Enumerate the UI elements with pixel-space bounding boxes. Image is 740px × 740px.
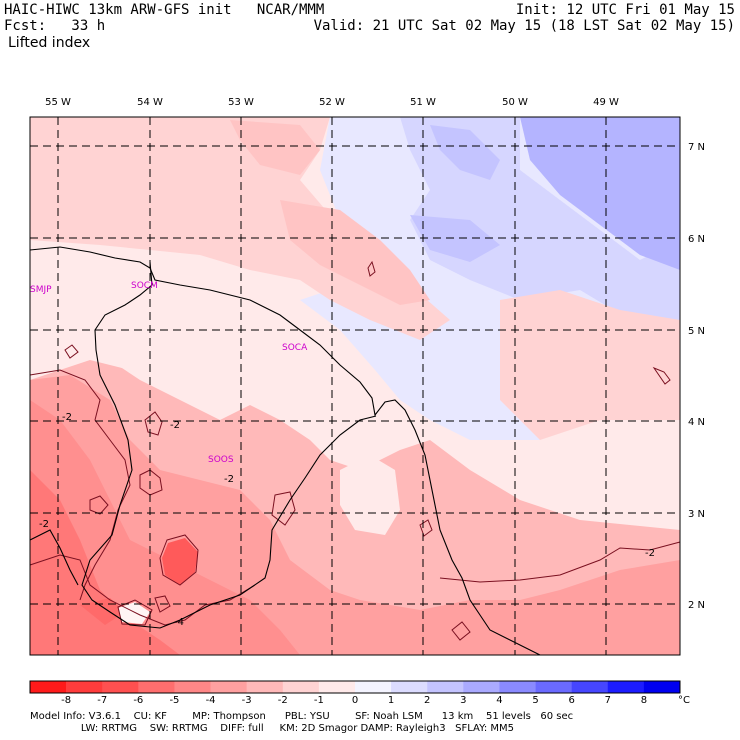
colorbar-swatch — [174, 681, 211, 693]
colorbar-swatch — [138, 681, 175, 693]
colorbar-tick-label: -6 — [133, 695, 143, 706]
contour-line — [439, 541, 681, 583]
field-stable-region — [410, 215, 500, 262]
lat-label: 4 N — [688, 417, 705, 428]
colorbar: -8 -7 -6 -5 -4 -3 -2 -1 0 1 2 3 4 5 6 7 8 °C — [29, 680, 690, 706]
contour-line — [117, 599, 153, 626]
contour-line — [29, 369, 131, 601]
field-pale-pocket — [340, 455, 400, 535]
colorbar-swatch — [30, 681, 67, 693]
colorbar-tick-label: 3 — [460, 695, 466, 706]
colorbar-tick-label: -7 — [97, 695, 107, 706]
colorbar-swatch — [499, 681, 536, 693]
field-unstable-region — [30, 470, 180, 655]
station-label: SMJP — [30, 285, 52, 295]
contour-line — [144, 411, 163, 436]
field-pale-pocket — [100, 310, 280, 420]
contour-line — [271, 491, 296, 526]
field-band — [280, 200, 430, 305]
colorbar-swatch — [607, 681, 645, 693]
lat-label: 5 N — [688, 326, 705, 337]
lat-label: 7 N — [688, 142, 705, 153]
colorbar-tick-label: 2 — [424, 695, 430, 706]
colorbar-tick-label: -1 — [314, 695, 324, 706]
contour-label: -2 — [39, 519, 49, 530]
valid-time: Valid: 21 UTC Sat 02 May 15 (18 LST Sat … — [313, 18, 735, 34]
lat-label: 6 N — [688, 234, 705, 245]
colorbar-tick-label: 7 — [605, 695, 611, 706]
colorbar-swatch — [246, 681, 284, 693]
field-unstable-core — [80, 598, 125, 625]
colorbar-swatch — [282, 681, 320, 693]
field-band — [230, 120, 320, 175]
colorbar-tick-label: 6 — [568, 695, 574, 706]
lon-label: 54 W — [137, 97, 163, 108]
init-time: Init: 12 UTC Fri 01 May 15 — [515, 2, 735, 18]
contour-label: -2 — [62, 412, 72, 423]
lon-label: 50 W — [502, 97, 528, 108]
contour-line — [419, 519, 433, 537]
contour-lines — [29, 260, 681, 641]
field-name: Lifted index — [8, 35, 91, 51]
contour-line — [154, 595, 171, 613]
lon-label: 55 W — [45, 97, 71, 108]
colorbar-swatch — [643, 681, 681, 693]
colorbar-swatch — [391, 681, 428, 693]
field-unstable-core — [162, 538, 198, 585]
colorbar-tick-label: -4 — [206, 695, 216, 706]
contour-line — [652, 366, 671, 385]
contour-label: -2 — [224, 474, 234, 485]
colorbar-tick-label: -8 — [61, 695, 71, 706]
map-frame — [29, 116, 681, 656]
colorbar-tick-label: 8 — [641, 695, 647, 706]
colorbar-swatch — [210, 681, 247, 693]
field-stable-region — [520, 117, 680, 270]
colorbar-tick-label: 0 — [352, 695, 358, 706]
station-label: SOCM — [131, 281, 158, 291]
contour-line — [64, 344, 79, 359]
country-border — [29, 529, 79, 586]
field-band — [30, 117, 450, 340]
contour-label: -4 — [174, 617, 184, 628]
lon-label: 51 W — [410, 97, 436, 108]
contour-line — [367, 260, 376, 277]
lat-label: 3 N — [688, 509, 705, 520]
model-info-line2: LW: RRTMG SW: RRTMG DIFF: full KM: 2D Sm… — [30, 723, 515, 734]
colorbar-swatch — [535, 681, 572, 693]
colorbar-tick-label: 5 — [532, 695, 538, 706]
contour-label: -2 — [170, 420, 180, 431]
colorbar-swatch — [427, 681, 464, 693]
colorbar-tick-label: -5 — [169, 695, 179, 706]
colorbar-swatch — [102, 681, 139, 693]
colorbar-swatch — [355, 681, 392, 693]
colorbar-swatch — [571, 681, 609, 693]
field-band — [500, 290, 680, 440]
lon-label: 53 W — [228, 97, 254, 108]
colorbar-swatch — [66, 681, 103, 693]
station-label: SOCA — [282, 343, 308, 353]
station-label: SOOS — [208, 455, 234, 465]
colorbar-tick-label: -2 — [278, 695, 288, 706]
lon-label: 52 W — [319, 97, 345, 108]
contour-label: -2 — [645, 548, 655, 559]
colorbar-swatch — [463, 681, 500, 693]
model-title: HAIC-HIWC 13km ARW-GFS init NCAR/MMM — [4, 2, 325, 18]
colorbar-tick-label: 4 — [496, 695, 502, 706]
graticule — [30, 117, 680, 655]
contour-line — [159, 534, 199, 586]
lon-label: 49 W — [593, 97, 619, 108]
colorbar-tick-label: 1 — [388, 695, 394, 706]
colorbar-frame — [29, 680, 681, 694]
field-stable-region — [430, 125, 500, 180]
colorbar-tick-label: -3 — [242, 695, 252, 706]
lat-label: 2 N — [688, 600, 705, 611]
contour-line — [89, 495, 109, 515]
colorbar-swatch — [318, 681, 356, 693]
forecast-hour: Fcst: 33 h — [4, 18, 106, 34]
colorbar-unit: °C — [678, 695, 690, 706]
contour-line — [451, 621, 471, 641]
model-info-line1: Model Info: V3.6.1 CU: KF MP: Thompson P… — [30, 711, 574, 722]
